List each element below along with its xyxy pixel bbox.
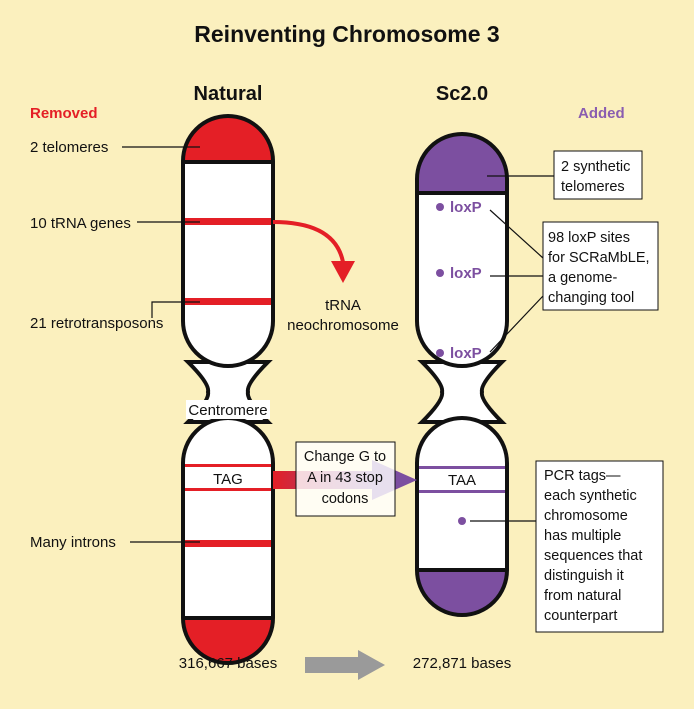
sc20-heading: Sc2.0 [436, 83, 488, 105]
loxp-dot [436, 203, 444, 211]
pcr-box-line1: PCR tags— [544, 468, 621, 484]
trna-destination-line2: neochromosome [287, 317, 399, 334]
loxp-label: loxP [450, 345, 482, 362]
synthetic-telomeres-line1: 2 synthetic [561, 159, 630, 175]
synthetic-bottom-telomere [417, 570, 507, 615]
pcr-tag-dot [458, 517, 466, 525]
loxp-dot [436, 269, 444, 277]
page-title: Reinventing Chromosome 3 [194, 21, 499, 47]
loxp-dot [436, 349, 444, 357]
loxp-box-line2: for SCRaMbLE, [548, 250, 650, 266]
synthetic-telomeres-line2: telomeres [561, 179, 625, 195]
synthetic-size-label: 272,871 bases [413, 655, 511, 672]
pcr-box-line6: distinguish it [544, 568, 624, 584]
added-label: Added [578, 105, 625, 122]
loxp-box-line4: changing tool [548, 290, 634, 306]
introns-label: Many introns [30, 534, 116, 551]
removed-label: Removed [30, 105, 98, 122]
loxp-label: loxP [450, 199, 482, 216]
retrotransposon-band [183, 298, 273, 305]
intron-band [183, 540, 273, 547]
synthetic-chromosome: loxP loxP loxP TAA [415, 132, 509, 617]
natural-codon-label: TAG [213, 471, 243, 488]
retrotransposons-label: 21 retrotransposons [30, 315, 163, 332]
codon-change-line1: Change G to [304, 449, 386, 465]
natural-heading: Natural [194, 83, 263, 105]
telomeres-label: 2 telomeres [30, 139, 108, 156]
trna-band [183, 218, 273, 225]
loxp-sites-box [542, 221, 659, 311]
codon-change-line3: codons [322, 491, 369, 507]
codon-change-box [295, 441, 396, 517]
synthetic-codon-label: TAA [448, 472, 476, 489]
pcr-box-line3: chromosome [544, 508, 628, 524]
loxp-box-line3: a genome- [548, 270, 617, 286]
pcr-box-line4: has multiple [544, 528, 621, 544]
loxp-box-line1: 98 loxP sites [548, 230, 630, 246]
pcr-box-line8: counterpart [544, 608, 617, 624]
loxp-label: loxP [450, 265, 482, 282]
size-change-arrow [305, 657, 360, 673]
natural-size-label: 316,667 bases [179, 655, 277, 672]
trna-destination-line1: tRNA [325, 297, 361, 314]
codon-change-line2: A in 43 stop [307, 470, 383, 486]
natural-chromosome: Centromere TAG [181, 114, 275, 665]
synthetic-centromere-neck [417, 360, 507, 424]
trna-genes-label: 10 tRNA genes [30, 215, 131, 232]
pcr-box-line2: each synthetic [544, 488, 637, 504]
centromere-label: Centromere [188, 402, 267, 419]
pcr-tags-box [535, 460, 664, 633]
pcr-box-line7: from natural [544, 588, 621, 604]
synthetic-top-telomere [417, 134, 507, 193]
pcr-box-line5: sequences that [544, 548, 642, 564]
trna-arrow [272, 220, 345, 263]
synthetic-telomeres-box [553, 150, 643, 200]
natural-top-telomere [183, 116, 273, 162]
